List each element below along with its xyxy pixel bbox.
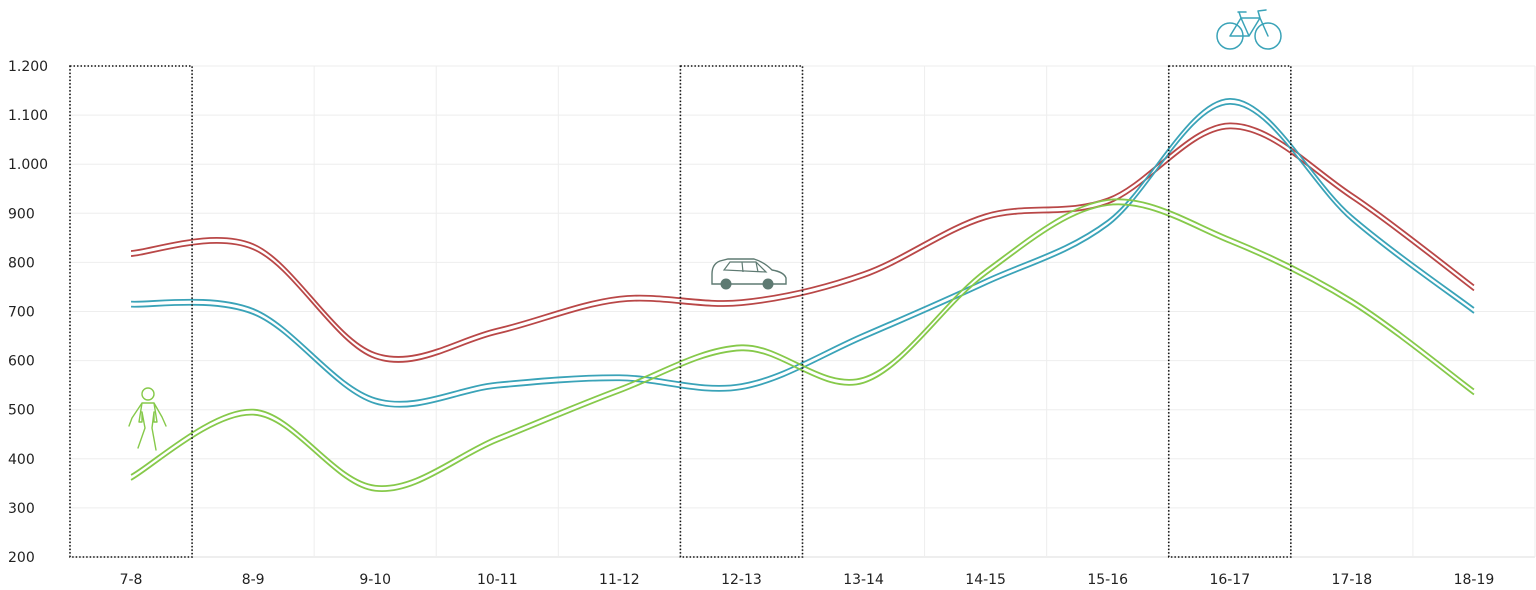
series-stroke	[130, 203, 1475, 492]
series-stroke	[130, 97, 1475, 403]
data-point	[373, 354, 377, 358]
data-point	[129, 252, 133, 256]
highlight-box	[69, 65, 193, 558]
highlight-boxes	[69, 65, 1292, 558]
data-point	[862, 378, 866, 382]
y-tick-label: 1.200	[8, 59, 48, 75]
x-tick-label: 12-13	[721, 572, 762, 588]
y-tick-label: 200	[8, 550, 35, 566]
data-point	[1350, 300, 1354, 304]
x-tick-label: 13-14	[843, 572, 884, 588]
data-point	[1228, 124, 1232, 128]
car-icon	[711, 258, 787, 290]
data-point	[984, 270, 988, 274]
data-point	[739, 385, 743, 389]
series-line-car	[129, 122, 1476, 363]
data-point	[251, 410, 255, 414]
highlight-box	[679, 65, 804, 558]
data-point	[1106, 200, 1110, 204]
data-point	[1228, 238, 1232, 242]
y-tick-label: 400	[8, 452, 35, 468]
y-tick-label: 900	[8, 206, 35, 222]
x-tick-label: 17-18	[1332, 572, 1373, 588]
y-tick-label: 800	[8, 255, 35, 271]
data-point	[617, 297, 621, 301]
series-stroke	[130, 122, 1475, 358]
y-tick-label: 700	[8, 305, 35, 321]
y-tick-label: 300	[8, 501, 35, 517]
highlight-box	[1167, 65, 1292, 558]
data-point	[129, 302, 133, 306]
x-tick-label: 10-11	[477, 572, 518, 588]
x-tick-label: 16-17	[1209, 572, 1250, 588]
series-stroke	[130, 102, 1475, 408]
data-point	[373, 486, 377, 490]
data-point	[1472, 286, 1476, 290]
series-line-bicycle	[129, 97, 1476, 408]
bicycle-icon	[1216, 9, 1282, 50]
data-point	[251, 245, 255, 249]
y-axis-ticks: 200 300 400 500 600 700 800 900 1.000 1.100 1.200	[8, 59, 48, 566]
data-point	[1472, 390, 1476, 394]
data-point	[1472, 309, 1476, 313]
data-point	[373, 399, 377, 403]
x-tick-label: 11-12	[599, 572, 640, 588]
y-tick-label: 1.100	[8, 108, 48, 124]
y-tick-label: 1.000	[8, 157, 48, 173]
data-point	[862, 334, 866, 338]
x-tick-label: 7-8	[120, 572, 143, 588]
data-point	[862, 273, 866, 277]
data-point	[984, 280, 988, 284]
y-tick-label: 600	[8, 354, 35, 370]
data-point	[251, 310, 255, 314]
data-point	[1350, 216, 1354, 220]
data-point	[617, 376, 621, 380]
data-point	[739, 346, 743, 350]
x-tick-label: 9-10	[359, 572, 391, 588]
data-point	[984, 215, 988, 219]
data-point	[739, 301, 743, 305]
y-tick-label: 500	[8, 403, 35, 419]
data-point	[617, 388, 621, 392]
data-point	[1228, 99, 1232, 103]
series-lines	[129, 97, 1476, 492]
data-point	[495, 437, 499, 441]
x-axis-ticks: 7-8 8-9 9-10 10-11 11-12 12-13 13-14 14-15 15-16…	[120, 572, 1495, 588]
series-line-pedestrian	[129, 198, 1476, 492]
data-point	[129, 475, 133, 479]
x-tick-label: 8-9	[242, 572, 265, 588]
data-point	[1106, 221, 1110, 225]
pedestrian-icon	[128, 387, 167, 451]
data-point	[1350, 194, 1354, 198]
data-point	[495, 329, 499, 333]
x-tick-label: 18-19	[1454, 572, 1495, 588]
series-stroke	[130, 127, 1475, 363]
x-tick-label: 14-15	[965, 572, 1006, 588]
series-stroke	[130, 198, 1475, 487]
x-tick-label: 15-16	[1087, 572, 1128, 588]
data-point	[495, 383, 499, 387]
